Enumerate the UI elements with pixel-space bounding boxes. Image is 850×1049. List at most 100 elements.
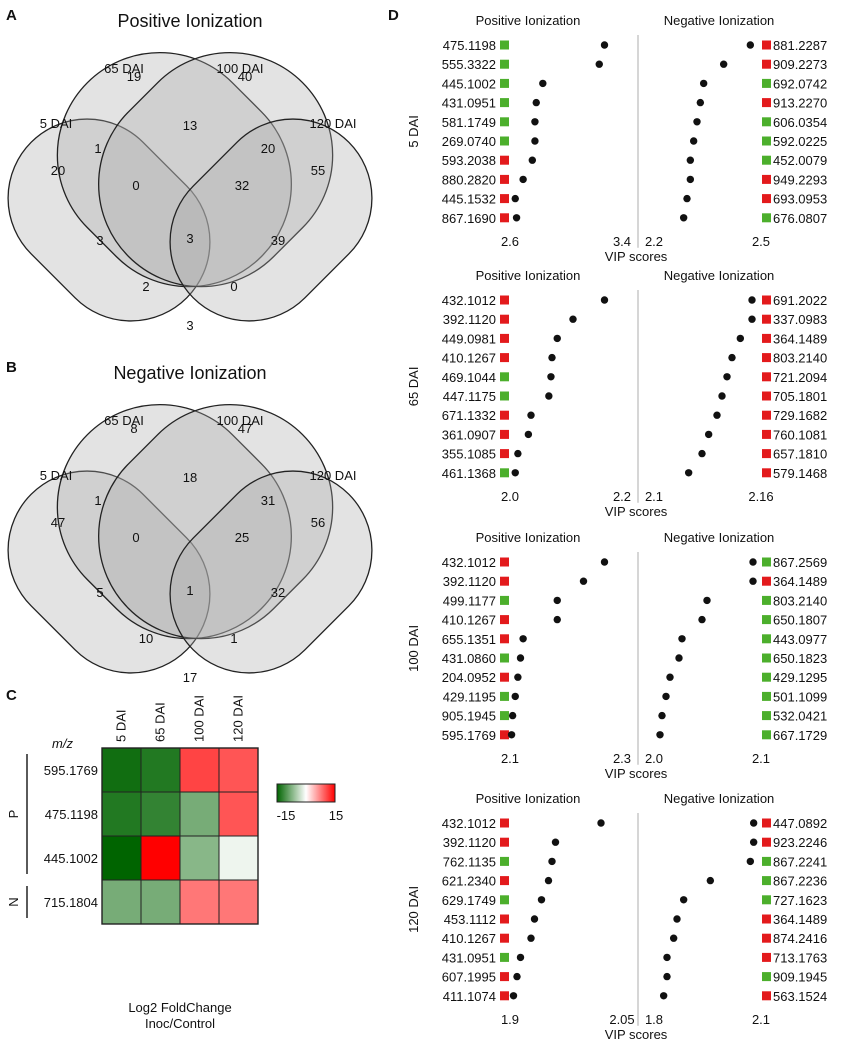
vip-negative-tick-max: 2.16: [748, 489, 773, 504]
vip-negative-point: [686, 156, 695, 164]
venn-region-count: 17: [183, 670, 197, 685]
vip-negative-point: [678, 635, 686, 643]
vip-negative-mz-label: 579.1468: [773, 466, 827, 481]
vip-negative-mz-label: 721.2094: [773, 370, 827, 385]
heatmap-cell: [179, 747, 220, 793]
colorbar-max-label: 15: [329, 808, 343, 823]
vip-negative-point: [748, 315, 756, 323]
heatmap-row-label: 445.1002: [44, 851, 98, 866]
vip-positive-mz-label: 410.1267: [442, 613, 496, 628]
heatmap-group-label: P: [6, 810, 21, 819]
heatmap-cell: [101, 747, 142, 793]
vip-positive-point: [595, 60, 603, 68]
vip-positive-point: [511, 692, 519, 701]
vip-negative-direction-marker: [762, 174, 771, 184]
vip-positive-point: [512, 214, 521, 222]
vip-negative-direction-marker: [762, 78, 771, 88]
vip-negative-direction-marker: [762, 711, 771, 721]
vip-negative-mz-label: 592.0225: [773, 134, 827, 149]
vip-positive-mz-label: 361.0907: [442, 427, 496, 442]
venn-region-count: 1: [230, 631, 237, 646]
vip-positive-mz-label: 431.0951: [442, 950, 496, 965]
vip-negative-mz-label: 760.1081: [773, 427, 827, 442]
vip-positive-tick-max: 2.2: [613, 489, 631, 504]
vip-negative-mz-label: 949.2293: [773, 172, 827, 187]
vip-group-label: 100 DAI: [406, 625, 421, 672]
vip-positive-point: [569, 315, 577, 323]
vip-negative-direction-marker: [762, 557, 771, 567]
vip-negative-mz-label: 657.1810: [773, 447, 827, 462]
vip-positive-mz-label: 429.1195: [443, 689, 496, 704]
vip-positive-direction-marker: [500, 194, 509, 204]
vip-negative-direction-marker: [762, 372, 771, 382]
vip-negative-mz-label: 532.0421: [773, 709, 827, 724]
venn-set-label: 5 DAI: [40, 468, 73, 483]
vip-negative-direction-marker: [762, 295, 771, 305]
vip-negative-point: [699, 79, 708, 88]
vip-positive-point: [509, 992, 518, 1000]
vip-score-panels: 5 DAI Positive Ionization Negative Ionizat…: [406, 13, 827, 1042]
vip-positive-tick-min: 2.6: [501, 234, 519, 249]
venn-region-count: 47: [51, 515, 65, 530]
heatmap-cell: [101, 835, 142, 881]
vip-negative-point: [698, 449, 706, 458]
heatmap-cell: [140, 747, 181, 793]
heatmap-panel: m/z 5 DAI 65 DAI 100 DAI 120 DAI 595.1769 475.…: [6, 695, 343, 1031]
vip-positive-mz-label: 475.1198: [443, 38, 496, 53]
vip-positive-mz-label: 204.0952: [442, 670, 496, 685]
vip-negative-direction-marker: [762, 194, 771, 204]
heatmap-colorbar: [276, 783, 336, 803]
vip-negative-point: [669, 934, 678, 942]
vip-positive-mz-label: 762.1135: [443, 854, 496, 869]
vip-positive-point: [530, 915, 539, 923]
vip-positive-direction-marker: [500, 117, 509, 127]
mz-label: m/z: [52, 736, 73, 751]
vip-group-5-dai: 5 DAI Positive Ionization Negative Ionizat…: [406, 13, 827, 264]
vip-negative-mz-label: 729.1682: [773, 408, 827, 423]
vip-positive-mz-label: 453.1112: [444, 912, 496, 927]
vip-positive-direction-marker: [500, 213, 509, 223]
vip-positive-point: [513, 972, 521, 981]
vip-negative-direction-marker: [762, 691, 771, 701]
vip-positive-point: [600, 41, 609, 49]
venn-set-4: [169, 470, 373, 674]
vip-positive-point: [519, 635, 527, 643]
vip-positive-direction-marker: [500, 615, 509, 625]
vip-positive-direction-marker: [500, 856, 509, 866]
vip-positive-title: Positive Ionization: [476, 268, 581, 283]
vip-positive-mz-label: 410.1267: [442, 931, 496, 946]
vip-positive-direction-marker: [500, 895, 509, 905]
venn-region-count: 0: [132, 530, 139, 545]
vip-positive-mz-label: 410.1267: [442, 351, 496, 366]
heatmap-row-label: 715.1804: [44, 895, 98, 910]
heatmap-cell: [140, 791, 181, 837]
vip-negative-direction-marker: [762, 730, 771, 740]
venn-region-count: 32: [271, 585, 285, 600]
vip-positive-mz-label: 581.1749: [442, 115, 496, 130]
vip-negative-title: Negative Ionization: [664, 268, 775, 283]
vip-group-label: 65 DAI: [406, 367, 421, 407]
heatmap-xlabel-line2: Inoc/Control: [145, 1016, 215, 1031]
vip-negative-mz-label: 443.0977: [773, 632, 827, 647]
vip-negative-tick-max: 2.1: [752, 1012, 770, 1027]
venn-set-label: 120 DAI: [310, 468, 357, 483]
vip-group-100-dai: 100 DAI Positive Ionization Negative Ioniz…: [406, 530, 827, 781]
vip-negative-point: [728, 353, 736, 362]
vip-positive-direction-marker: [500, 595, 509, 605]
venn-region-count: 40: [238, 69, 252, 84]
venn-region-count: 3: [186, 231, 193, 246]
vip-negative-direction-marker: [762, 634, 771, 644]
vip-positive-direction-marker: [500, 98, 509, 108]
vip-negative-direction-marker: [762, 837, 771, 847]
vip-positive-tick-max: 2.3: [613, 751, 631, 766]
vip-positive-point: [544, 876, 553, 885]
panel-label-c: C: [6, 687, 17, 704]
vip-positive-mz-label: 595.1769: [442, 728, 496, 743]
venn-region-count: 13: [183, 118, 197, 133]
vip-positive-mz-label: 411.1074: [443, 989, 496, 1004]
venn-region-count: 20: [261, 141, 275, 156]
heatmap-cell: [218, 835, 259, 881]
vip-positive-point: [553, 334, 561, 343]
vip-positive-mz-label: 392.1120: [443, 835, 496, 850]
